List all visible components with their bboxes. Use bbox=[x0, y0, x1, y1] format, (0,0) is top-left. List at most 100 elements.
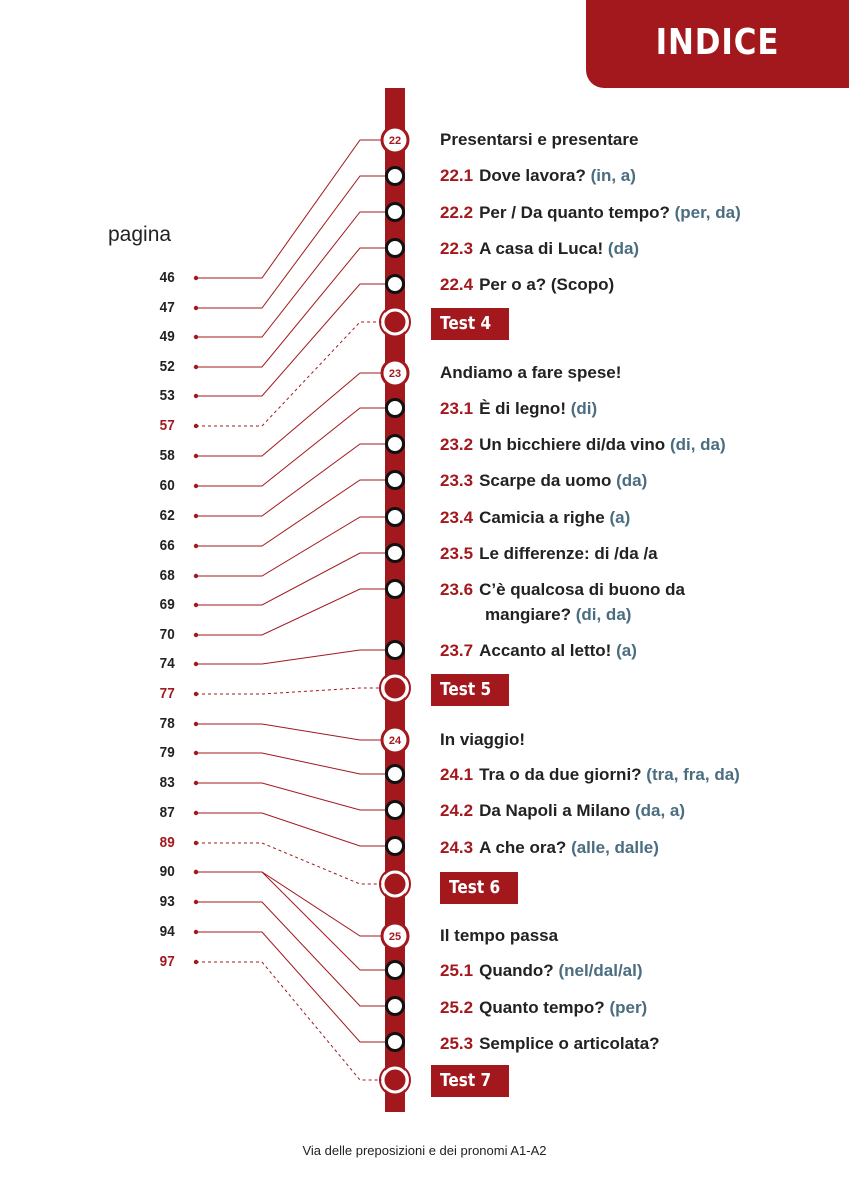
lesson-number: 23.4 bbox=[440, 508, 474, 527]
connector-line bbox=[196, 139, 385, 279]
lesson-stop-icon bbox=[385, 1032, 405, 1052]
chapter-stop-icon bbox=[380, 725, 410, 755]
pages-label: pagina bbox=[108, 223, 172, 246]
header-tab: INDICE bbox=[586, 0, 849, 88]
lesson-22-1[interactable]: 22.1 Dove lavora? (in, a) bbox=[440, 166, 636, 186]
chapter-24-title[interactable]: In viaggio! bbox=[440, 730, 525, 749]
lesson-25-3[interactable]: 25.3 Semplice o articolata? bbox=[440, 1034, 660, 1054]
lesson-22-2[interactable]: 22.2 Per / Da quanto tempo? (per, da) bbox=[440, 203, 741, 223]
connector-line bbox=[196, 588, 385, 636]
lesson-stop-icon bbox=[385, 996, 405, 1016]
lesson-23-7[interactable]: 23.7 Accanto al letto! (a) bbox=[440, 641, 637, 661]
test-stop-icon bbox=[381, 674, 409, 702]
lesson-stop-icon bbox=[385, 579, 405, 599]
page-number: 74 bbox=[159, 655, 175, 672]
lesson-number: 25.3 bbox=[440, 1034, 474, 1053]
lesson-stop-icon bbox=[385, 836, 405, 856]
lesson-number: 22.4 bbox=[440, 275, 474, 294]
chapter-22-title[interactable]: Presentarsi e presentare bbox=[440, 130, 639, 149]
lesson-23-4[interactable]: 23.4 Camicia a righe (a) bbox=[440, 508, 630, 528]
lesson-number: 24.2 bbox=[440, 801, 474, 820]
lesson-stop-icon bbox=[385, 434, 405, 454]
page-number: 87 bbox=[159, 804, 175, 821]
lesson-title: Per / Da quanto tempo? bbox=[479, 203, 670, 222]
lesson-title: Da Napoli a Milano bbox=[479, 801, 631, 820]
chapter-23-title[interactable]: Andiamo a fare spese! bbox=[440, 363, 622, 382]
test-stop-ring bbox=[379, 672, 411, 704]
lesson-24-3[interactable]: 24.3 A che ora? (alle, dalle) bbox=[440, 838, 659, 858]
lesson-hint: (a) bbox=[616, 641, 637, 660]
connector-line bbox=[196, 372, 385, 457]
lesson-number: 22.1 bbox=[440, 166, 474, 185]
chapter-number-label: 23 bbox=[389, 368, 401, 380]
page-number: 83 bbox=[159, 774, 175, 791]
lesson-hint: (in, a) bbox=[590, 166, 636, 185]
lesson-25-1[interactable]: 25.1 Quando? (nel/dal/al) bbox=[440, 961, 643, 981]
lesson-23-3[interactable]: 23.3 Scarpe da uomo (da) bbox=[440, 471, 647, 491]
lesson-title: Per o a? (Scopo) bbox=[479, 275, 615, 294]
lesson-number: 24.3 bbox=[440, 838, 474, 857]
page-number: 62 bbox=[159, 507, 175, 524]
test-stop-ring bbox=[379, 306, 411, 338]
lesson-title: Quanto tempo? bbox=[479, 998, 605, 1017]
page-number: 49 bbox=[159, 328, 175, 345]
connector-line bbox=[196, 871, 385, 937]
test-4-badge[interactable]: Test 4 bbox=[431, 308, 510, 340]
page-number: 94 bbox=[159, 923, 175, 940]
connector-line bbox=[196, 649, 385, 665]
connector-line bbox=[196, 901, 385, 1007]
page-number: 77 bbox=[159, 685, 175, 702]
test-stop-icon bbox=[381, 870, 409, 898]
lesson-23-6[interactable]: 23.6 C’è qualcosa di buono da mangiare? (… bbox=[440, 580, 685, 625]
page-number: 66 bbox=[159, 537, 175, 554]
lesson-stop-icon bbox=[385, 543, 405, 563]
connector-line bbox=[196, 283, 385, 397]
lesson-23-5[interactable]: 23.5 Le differenze: di /da /a bbox=[440, 544, 658, 564]
page-number: 47 bbox=[159, 299, 175, 316]
lesson-22-3[interactable]: 22.3 A casa di Luca! (da) bbox=[440, 239, 639, 259]
lesson-stop-icon bbox=[385, 640, 405, 660]
lesson-hint: (tra, fra, da) bbox=[646, 765, 740, 784]
test-6-badge[interactable]: Test 6 bbox=[440, 872, 519, 904]
page-number: 89 bbox=[159, 834, 175, 851]
page-number: 60 bbox=[159, 477, 175, 494]
connector-line bbox=[196, 516, 385, 577]
lesson-25-2[interactable]: 25.2 Quanto tempo? (per) bbox=[440, 998, 647, 1018]
lesson-stop-icon bbox=[385, 507, 405, 527]
connector-line bbox=[196, 443, 385, 517]
connector-line bbox=[196, 723, 385, 741]
page-number: 93 bbox=[159, 893, 175, 910]
route-stops: 22 23 24 25 bbox=[379, 125, 411, 1096]
connector-line bbox=[196, 842, 385, 885]
connector-line bbox=[196, 752, 385, 775]
test-7-badge[interactable]: Test 7 bbox=[431, 1065, 510, 1097]
chapter-stop-icon bbox=[380, 125, 410, 155]
lesson-22-4[interactable]: 22.4 Per o a? (Scopo) bbox=[440, 275, 614, 295]
page-number: 53 bbox=[159, 387, 175, 404]
page-number: 69 bbox=[159, 596, 175, 613]
chapter-stop-icon bbox=[380, 921, 410, 951]
chapter-stop-icon bbox=[380, 358, 410, 388]
connector-line bbox=[196, 687, 385, 695]
lesson-hint: (da, a) bbox=[634, 801, 686, 820]
connector-line bbox=[196, 211, 385, 338]
test-5-badge[interactable]: Test 5 bbox=[431, 674, 510, 706]
lesson-23-1[interactable]: 23.1 È di legno! (di) bbox=[440, 399, 597, 419]
lesson-stop-icon bbox=[385, 398, 405, 418]
test-stop-icon bbox=[381, 308, 409, 336]
lesson-title: Accanto al letto! bbox=[479, 641, 612, 660]
connector-line bbox=[196, 175, 385, 309]
lesson-24-2[interactable]: 24.2 Da Napoli a Milano (da, a) bbox=[440, 801, 685, 821]
lesson-number: 23.1 bbox=[440, 399, 474, 418]
lesson-title: Tra o da due giorni? bbox=[479, 765, 642, 784]
test-stop-ring bbox=[379, 1064, 411, 1096]
lesson-24-1[interactable]: 24.1 Tra o da due giorni? (tra, fra, da) bbox=[440, 765, 740, 785]
lesson-hint: (di) bbox=[570, 399, 598, 418]
lesson-23-2[interactable]: 23.2 Un bicchiere di/da vino (di, da) bbox=[440, 435, 726, 455]
page-number: 52 bbox=[159, 358, 175, 375]
chapter-25-title[interactable]: Il tempo passa bbox=[440, 926, 559, 945]
connector-line bbox=[196, 961, 385, 1081]
lesson-title: Dove lavora? bbox=[479, 166, 586, 185]
connector-lines bbox=[193, 139, 385, 1081]
